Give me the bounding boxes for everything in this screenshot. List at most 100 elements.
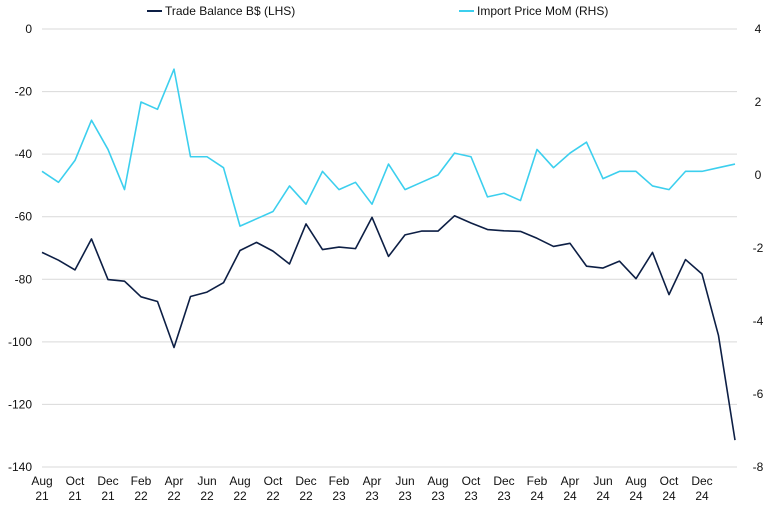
data-point-import-price [520, 200, 522, 202]
data-point-import-price [91, 119, 93, 121]
data-point-trade-balance [553, 246, 555, 248]
data-point-import-price [404, 189, 406, 191]
data-point-import-price [190, 156, 192, 158]
x-tick-year: 22 [200, 489, 214, 503]
x-tick-month: Jun [593, 474, 612, 488]
data-point-import-price [619, 171, 621, 173]
right-y-tick-label: -4 [753, 314, 764, 328]
data-point-import-price [718, 167, 720, 169]
x-tick-year: 24 [596, 489, 610, 503]
data-point-trade-balance [668, 294, 670, 296]
left-y-tick-label: -60 [15, 210, 33, 224]
x-tick-label: Aug 21 [31, 474, 52, 503]
data-point-trade-balance [124, 280, 126, 282]
x-tick-month: Oct [66, 474, 85, 488]
x-tick-month: Apr [561, 474, 580, 488]
data-point-trade-balance [421, 230, 423, 232]
data-point-import-price [289, 185, 291, 187]
data-point-trade-balance [190, 296, 192, 298]
x-tick-month: Jun [395, 474, 414, 488]
x-tick-month: Dec [295, 474, 316, 488]
x-tick-month: Oct [462, 474, 481, 488]
data-point-import-price [569, 152, 571, 154]
data-point-import-price [388, 163, 390, 165]
x-tick-label: Aug 23 [427, 474, 448, 503]
x-tick-year: 22 [266, 489, 280, 503]
x-tick-month: Oct [264, 474, 283, 488]
x-tick-month: Aug [427, 474, 448, 488]
left-y-tick-label: 0 [25, 22, 32, 36]
data-point-trade-balance [520, 231, 522, 233]
x-tick-year: 24 [563, 489, 577, 503]
data-point-trade-balance [734, 439, 736, 441]
data-point-trade-balance [371, 217, 373, 219]
x-tick-label: Aug 22 [229, 474, 250, 503]
data-point-import-price [685, 171, 687, 173]
right-y-tick-label: 2 [755, 95, 762, 109]
x-tick-month: Aug [229, 474, 250, 488]
data-point-import-price [652, 185, 654, 187]
data-point-import-price [454, 152, 456, 154]
data-point-import-price [124, 189, 126, 191]
data-point-trade-balance [652, 252, 654, 254]
x-tick-year: 22 [233, 489, 247, 503]
x-tick-label: Dec 23 [493, 474, 514, 503]
data-point-import-price [305, 203, 307, 205]
data-point-import-price [206, 156, 208, 158]
data-point-import-price [503, 192, 505, 194]
data-point-trade-balance [289, 263, 291, 265]
data-point-trade-balance [388, 256, 390, 258]
x-tick-label: Apr 24 [561, 474, 580, 503]
x-tick-month: Dec [493, 474, 514, 488]
x-tick-year: 24 [629, 489, 643, 503]
data-point-trade-balance [256, 242, 258, 244]
data-point-import-price [157, 109, 159, 111]
x-tick-year: 23 [431, 489, 445, 503]
data-point-trade-balance [619, 260, 621, 262]
data-point-trade-balance [41, 252, 43, 254]
data-point-trade-balance [206, 291, 208, 293]
x-tick-month: Dec [97, 474, 118, 488]
left-y-axis: 0 -20 -40 -60 -80 -100 -120 -140 [8, 22, 32, 474]
data-point-import-price [421, 182, 423, 184]
data-point-import-price [239, 225, 241, 227]
data-point-trade-balance [157, 301, 159, 303]
data-point-trade-balance [355, 248, 357, 250]
data-point-import-price [338, 189, 340, 191]
data-point-import-price [553, 167, 555, 169]
data-point-import-price [734, 163, 736, 165]
data-point-trade-balance [602, 267, 604, 269]
data-point-trade-balance [91, 238, 93, 240]
data-point-import-price [107, 149, 109, 151]
data-point-import-price [536, 149, 538, 151]
data-point-import-price [173, 68, 175, 70]
x-tick-label: Dec 21 [97, 474, 118, 503]
right-y-tick-label: -8 [753, 460, 764, 474]
x-tick-year: 21 [68, 489, 82, 503]
data-point-import-price [470, 156, 472, 158]
x-tick-label: Dec 22 [295, 474, 316, 503]
data-point-import-price [355, 182, 357, 184]
data-point-trade-balance [338, 246, 340, 248]
series-line-import-price [41, 68, 736, 227]
data-point-import-price [437, 174, 439, 176]
data-point-trade-balance [685, 259, 687, 261]
legend-label-trade-balance: Trade Balance B$ (LHS) [165, 4, 295, 18]
left-y-tick-label: -80 [15, 272, 33, 286]
data-point-import-price [256, 218, 258, 220]
right-y-tick-label: -2 [753, 241, 764, 255]
left-y-tick-label: -100 [8, 335, 32, 349]
x-tick-month: Oct [660, 474, 679, 488]
data-point-trade-balance [305, 223, 307, 225]
right-y-tick-label: 4 [755, 22, 762, 36]
x-tick-label: Apr 22 [165, 474, 184, 503]
data-point-trade-balance [701, 273, 703, 275]
data-point-trade-balance [718, 335, 720, 337]
x-tick-label: Oct 24 [660, 474, 679, 503]
data-point-trade-balance [107, 279, 109, 281]
x-tick-month: Apr [363, 474, 382, 488]
data-point-trade-balance [437, 230, 439, 232]
data-point-import-price [371, 203, 373, 205]
x-tick-year: 22 [167, 489, 181, 503]
